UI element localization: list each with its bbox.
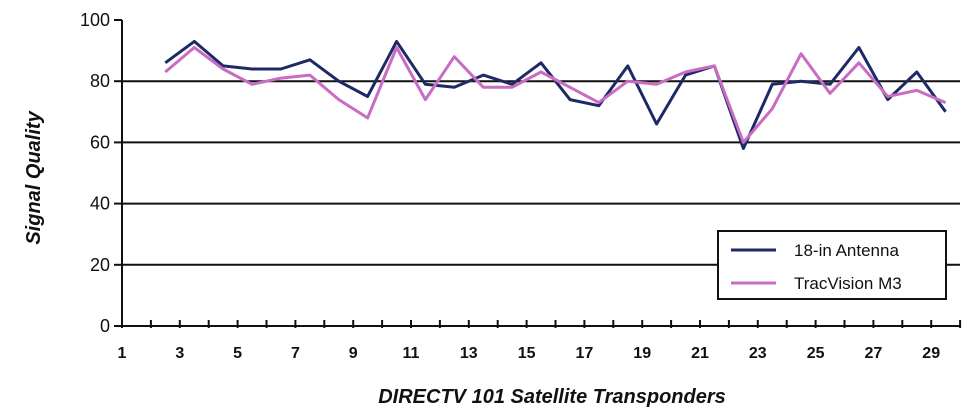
x-tick-label-27: 27 xyxy=(865,345,883,362)
x-tick-label-3: 3 xyxy=(175,345,184,362)
x-tick-label-19: 19 xyxy=(633,345,651,362)
x-tick-label-13: 13 xyxy=(460,345,478,362)
y-axis-title: Signal Quality xyxy=(23,110,45,244)
x-tick-label-5: 5 xyxy=(233,345,242,362)
x-tick-label-23: 23 xyxy=(749,345,767,362)
x-tick-label-17: 17 xyxy=(576,345,594,362)
x-tick-label-25: 25 xyxy=(807,345,825,362)
x-tick-label-9: 9 xyxy=(349,345,358,362)
x-axis-title: DIRECTV 101 Satellite Transponders xyxy=(378,386,726,408)
y-tick-label-40: 40 xyxy=(90,194,110,214)
series-line-18-in-antenna xyxy=(164,39,947,150)
x-tick-label-1: 1 xyxy=(118,345,127,362)
legend-label-tracvision-m3: TracVision M3 xyxy=(794,274,902,293)
y-tick-label-100: 100 xyxy=(80,10,110,30)
legend: 18-in Antenna TracVision M3 xyxy=(717,230,947,300)
x-tick-label-11: 11 xyxy=(403,345,420,362)
y-tick-label-60: 60 xyxy=(90,132,110,152)
y-tick-label-80: 80 xyxy=(90,71,110,91)
y-tick-label-0: 0 xyxy=(100,316,110,336)
series-line-tracvision-m3 xyxy=(164,46,947,144)
x-tick-label-21: 21 xyxy=(691,345,709,362)
x-tick-label-15: 15 xyxy=(518,345,536,362)
x-tick-label-29: 29 xyxy=(922,345,940,362)
legend-box xyxy=(717,230,947,300)
legend-label-18in-antenna: 18-in Antenna xyxy=(794,241,899,260)
x-tick-label-7: 7 xyxy=(291,345,300,362)
series-layer xyxy=(164,39,947,150)
y-tick-label-20: 20 xyxy=(90,255,110,275)
